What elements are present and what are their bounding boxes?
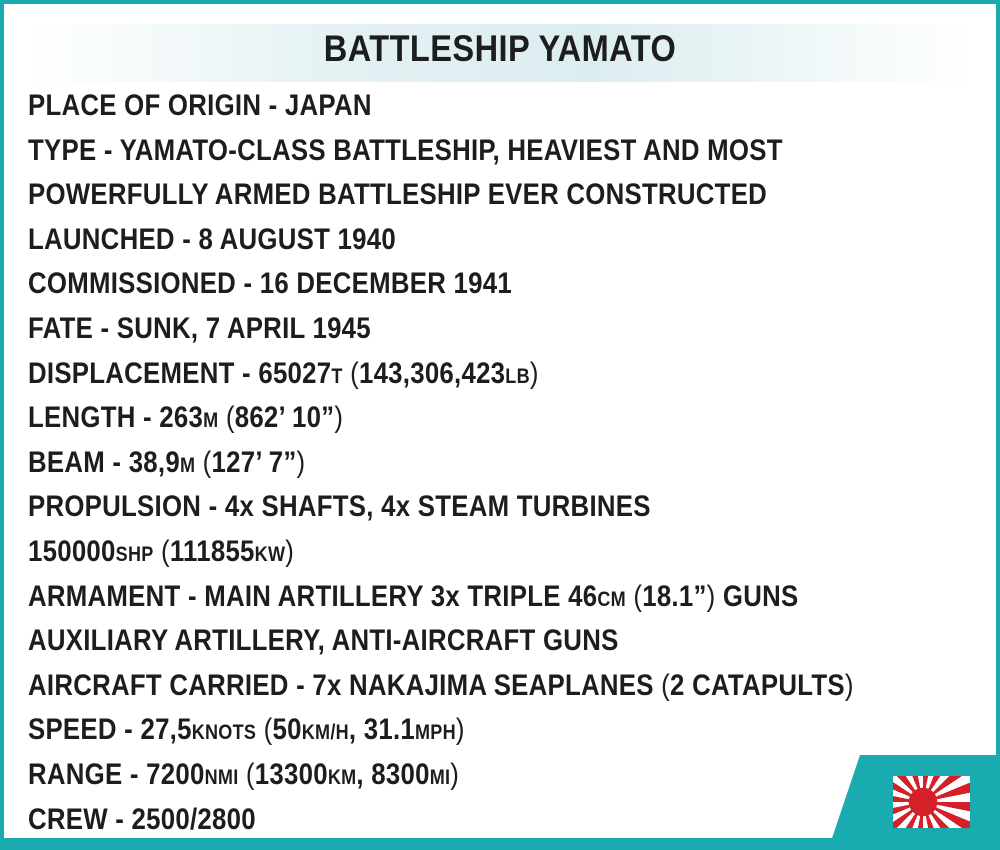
spec-line: ARMAMENT - MAIN ARTILLERY 3x TRIPLE 46CM… <box>28 575 854 620</box>
spec-text: AUXILIARY ARTILLERY, ANTI-AIRCRAFT GUNS <box>28 624 619 658</box>
unit-label: CM <box>597 587 626 611</box>
spec-text: LAUNCHED - 8 AUGUST 1940 <box>28 222 396 256</box>
spec-text: 150000 <box>28 534 116 568</box>
unit-label: KW <box>254 542 286 566</box>
spec-text: 111855 <box>169 534 255 568</box>
spec-text: LENGTH - 263 <box>28 401 204 435</box>
spec-text: GUNS <box>715 579 799 613</box>
spec-card: BATTLESHIP YAMATO PLACE OF ORIGIN - JAPA… <box>4 4 996 838</box>
spec-text: ) <box>334 401 344 435</box>
unit-label: T <box>331 364 343 388</box>
title-band <box>24 24 974 82</box>
spec-text: , 31.1 <box>348 713 415 747</box>
spec-text: ( <box>256 713 273 747</box>
spec-text: 127’ 7” <box>211 445 297 479</box>
spec-text: 13300 <box>254 757 328 791</box>
unit-label: MI <box>429 765 451 789</box>
spec-line: 150000SHP (111855KW) <box>28 530 854 575</box>
spec-line: LAUNCHED - 8 AUGUST 1940 <box>28 218 854 263</box>
spec-list: PLACE OF ORIGIN - JAPAN TYPE - YAMATO-CLA… <box>28 84 854 838</box>
spec-text: RANGE - 7200 <box>28 757 205 791</box>
spec-text: ( <box>342 356 359 390</box>
spec-line: RANGE - 7200NMI (13300KM, 8300MI) <box>28 753 854 798</box>
spec-text: ( <box>153 534 170 568</box>
spec-text: 50 <box>272 713 302 747</box>
unit-label: M <box>179 453 196 477</box>
spec-text: POWERFULLY ARMED BATTLESHIP EVER CONSTRU… <box>28 178 768 212</box>
spec-text: PROPULSION - 4x SHAFTS, 4x STEAM TURBINE… <box>28 490 651 524</box>
unit-label: LB <box>505 364 530 388</box>
rising-sun-flag-icon <box>893 776 970 828</box>
spec-text: 2 CATAPULTS <box>670 668 845 702</box>
unit-label: M <box>203 409 219 433</box>
spec-text: ) <box>529 356 539 390</box>
spec-text: PLACE OF ORIGIN - JAPAN <box>28 89 372 122</box>
spec-line: SPEED - 27,5KNOTS (50KM/H, 31.1MPH) <box>28 708 854 753</box>
spec-text: COMMISSIONED - 16 DECEMBER 1941 <box>28 267 512 301</box>
spec-text: , 8300 <box>356 757 430 791</box>
spec-line: DISPLACEMENT - 65027T (143,306,423LB) <box>28 352 854 397</box>
spec-text: ) <box>844 668 854 702</box>
spec-text: ( <box>625 579 643 613</box>
spec-line: TYPE - YAMATO-CLASS BATTLESHIP, HEAVIEST… <box>28 129 854 174</box>
spec-line: PROPULSION - 4x SHAFTS, 4x STEAM TURBINE… <box>28 485 854 530</box>
spec-line: FATE - SUNK, 7 APRIL 1945 <box>28 307 854 352</box>
unit-label: KM/H <box>301 721 349 745</box>
unit-label: SHP <box>115 542 154 566</box>
spec-text: BEAM - 38,9 <box>28 445 180 479</box>
spec-text: ( <box>238 757 255 791</box>
spec-text: ( <box>661 668 671 702</box>
spec-text: AIRCRAFT CARRIED - 7x NAKAJIMA SEAPLANES <box>28 668 662 702</box>
spec-line: AIRCRAFT CARRIED - 7x NAKAJIMA SEAPLANES… <box>28 664 854 709</box>
spec-line: COMMISSIONED - 16 DECEMBER 1941 <box>28 262 854 307</box>
spec-line: LENGTH - 263M (862’ 10”) <box>28 396 854 441</box>
spec-text: DISPLACEMENT - 65027 <box>28 356 332 390</box>
unit-label: NMI <box>204 765 239 789</box>
spec-text: ) <box>296 445 306 479</box>
spec-text: ( <box>195 445 212 479</box>
spec-text: 143,306,423 <box>358 356 506 390</box>
spec-line: AUXILIARY ARTILLERY, ANTI-AIRCRAFT GUNS <box>28 619 854 664</box>
spec-text: FATE - SUNK, 7 APRIL 1945 <box>28 311 371 345</box>
spec-text: SPEED - 27,5 <box>28 713 192 747</box>
spec-text: ) <box>285 534 295 568</box>
unit-label: KNOTS <box>191 721 257 745</box>
unit-label: KM <box>327 765 357 789</box>
spec-line: POWERFULLY ARMED BATTLESHIP EVER CONSTRU… <box>28 173 854 218</box>
spec-text: CREW - 2500/2800 <box>28 802 256 836</box>
spec-text: ) <box>706 579 716 613</box>
spec-line: PLACE OF ORIGIN - JAPAN <box>28 84 854 129</box>
spec-text: 862’ 10” <box>234 401 335 435</box>
page-title: BATTLESHIP YAMATO <box>323 28 677 69</box>
spec-text: TYPE - YAMATO-CLASS BATTLESHIP, HEAVIEST… <box>28 133 783 167</box>
spec-text: ) <box>450 757 460 791</box>
spec-line: CREW - 2500/2800 <box>28 798 854 839</box>
spec-text: 18.1” <box>642 579 707 613</box>
unit-label: MPH <box>415 721 456 745</box>
spec-line: BEAM - 38,9M (127’ 7”) <box>28 441 854 486</box>
spec-text: ( <box>218 401 235 435</box>
spec-text: ARMAMENT - MAIN ARTILLERY 3x TRIPLE 46 <box>28 579 598 613</box>
spec-text: ) <box>455 713 465 747</box>
